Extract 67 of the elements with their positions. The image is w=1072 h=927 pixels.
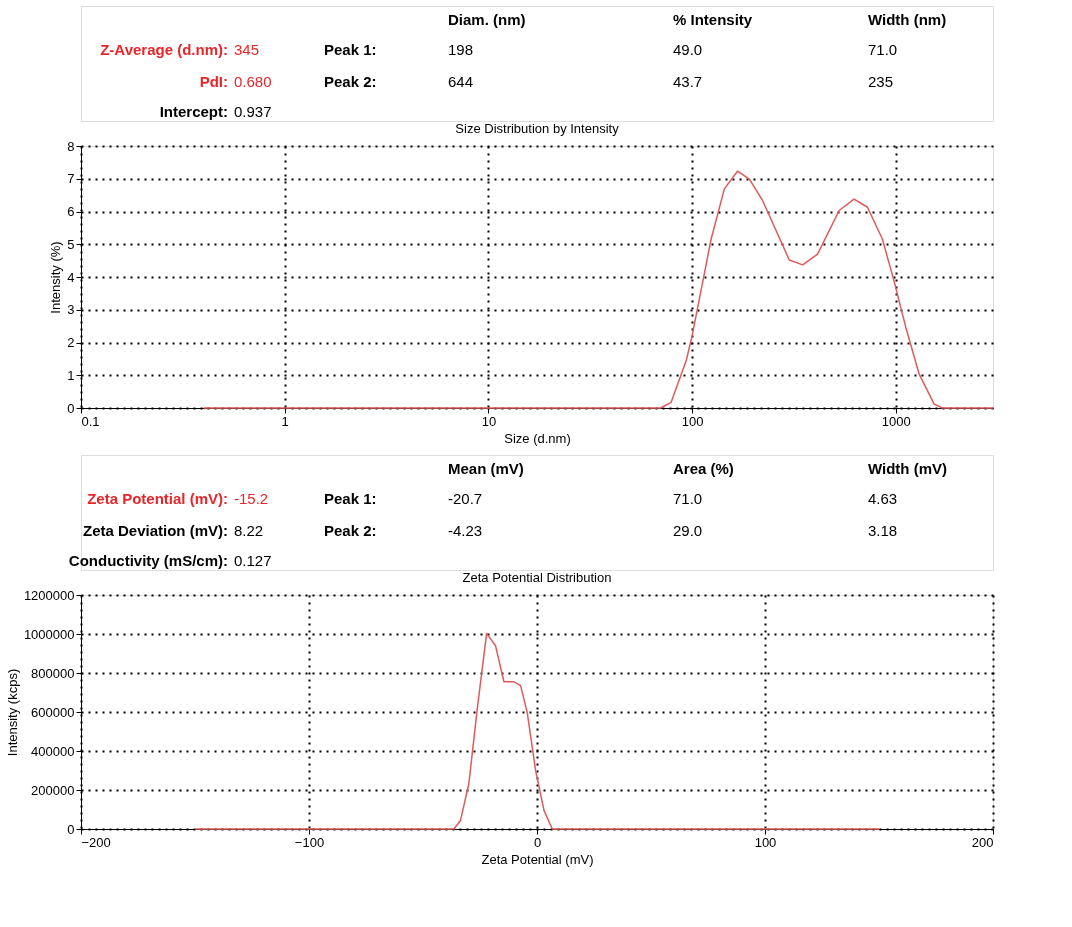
text: 198 — [448, 41, 474, 58]
text: Peak 2: — [324, 73, 377, 90]
text: Peak 1: — [324, 41, 377, 58]
line-series — [194, 632, 880, 830]
text: -4.23 — [448, 522, 483, 539]
text: Peak 1: — [324, 490, 377, 507]
text: Zeta Potential (mV): — [87, 490, 228, 507]
text: Diam. (nm) — [448, 11, 526, 28]
y-tick-label: 3 — [67, 302, 75, 318]
x-tick-label: 1 — [281, 413, 289, 429]
y-tick-label: 2 — [67, 335, 75, 350]
y-tick-label: 7 — [67, 171, 75, 187]
text: Width (mV) — [868, 460, 948, 477]
text: 49.0 — [673, 41, 703, 58]
y-tick-label: 8 — [67, 138, 75, 154]
text: Intercept: — [159, 103, 228, 120]
text: Area (%) — [673, 460, 734, 477]
text: Z-Average (d.nm): — [100, 41, 228, 58]
text: 71.0 — [868, 41, 898, 58]
text: 43.7 — [673, 73, 703, 90]
text: 0.937 — [234, 103, 272, 120]
x-tick-label: 0.1 — [81, 413, 100, 429]
text: 345 — [234, 41, 260, 58]
text: Mean (mV) — [448, 460, 524, 477]
y-tick-label: 1000000 — [23, 626, 75, 642]
x-axis-title: Size (d.nm) — [504, 430, 571, 446]
x-tick-label: 100 — [754, 834, 777, 850]
text: 235 — [868, 73, 894, 90]
x-tick-label: −100 — [294, 834, 325, 850]
x-tick-label: 200 — [971, 834, 994, 850]
text: -20.7 — [448, 490, 483, 507]
y-tick-label: 0 — [67, 400, 75, 416]
x-tick-label: 1000 — [881, 413, 911, 429]
text: 8.22 — [234, 522, 264, 539]
text: % Intensity — [673, 11, 753, 28]
text: 644 — [448, 73, 474, 90]
text: 29.0 — [673, 522, 703, 539]
x-tick-label: 10 — [481, 413, 497, 429]
text: 4.63 — [868, 490, 898, 507]
text: 0.127 — [234, 552, 272, 569]
chart-title: Size Distribution by Intensity — [455, 121, 620, 136]
y-tick-label: 800000 — [31, 665, 75, 681]
y-tick-label: 5 — [67, 236, 75, 252]
text: 3.18 — [868, 522, 898, 539]
y-axis-title: Intensity (%) — [48, 241, 64, 314]
x-axis-title: Zeta Potential (mV) — [481, 851, 594, 867]
y-tick-label: 400000 — [31, 743, 75, 759]
text: Zeta Deviation (mV): — [82, 522, 228, 539]
y-tick-label: 200000 — [31, 782, 75, 798]
text: 71.0 — [673, 490, 703, 507]
x-tick-label: 100 — [681, 413, 704, 429]
y-tick-label: 1 — [67, 367, 75, 383]
text: Peak 2: — [324, 522, 377, 539]
y-tick-label: 600000 — [31, 704, 75, 720]
y-axis-title: Intensity (kcps) — [4, 668, 20, 757]
x-tick-label: −200 — [81, 834, 111, 850]
y-tick-label: 1200000 — [23, 587, 75, 603]
x-tick-label: 0 — [533, 834, 542, 850]
text: 0.680 — [234, 73, 272, 90]
text: Width (nm) — [868, 11, 947, 28]
chart-title: Zeta Potential Distribution — [462, 570, 612, 585]
y-tick-label: 6 — [67, 204, 75, 219]
text: Conductivity (mS/cm): — [68, 552, 228, 569]
y-tick-label: 0 — [67, 821, 75, 837]
text: PdI: — [199, 73, 228, 90]
y-tick-label: 4 — [67, 269, 75, 285]
text: -15.2 — [234, 490, 269, 507]
